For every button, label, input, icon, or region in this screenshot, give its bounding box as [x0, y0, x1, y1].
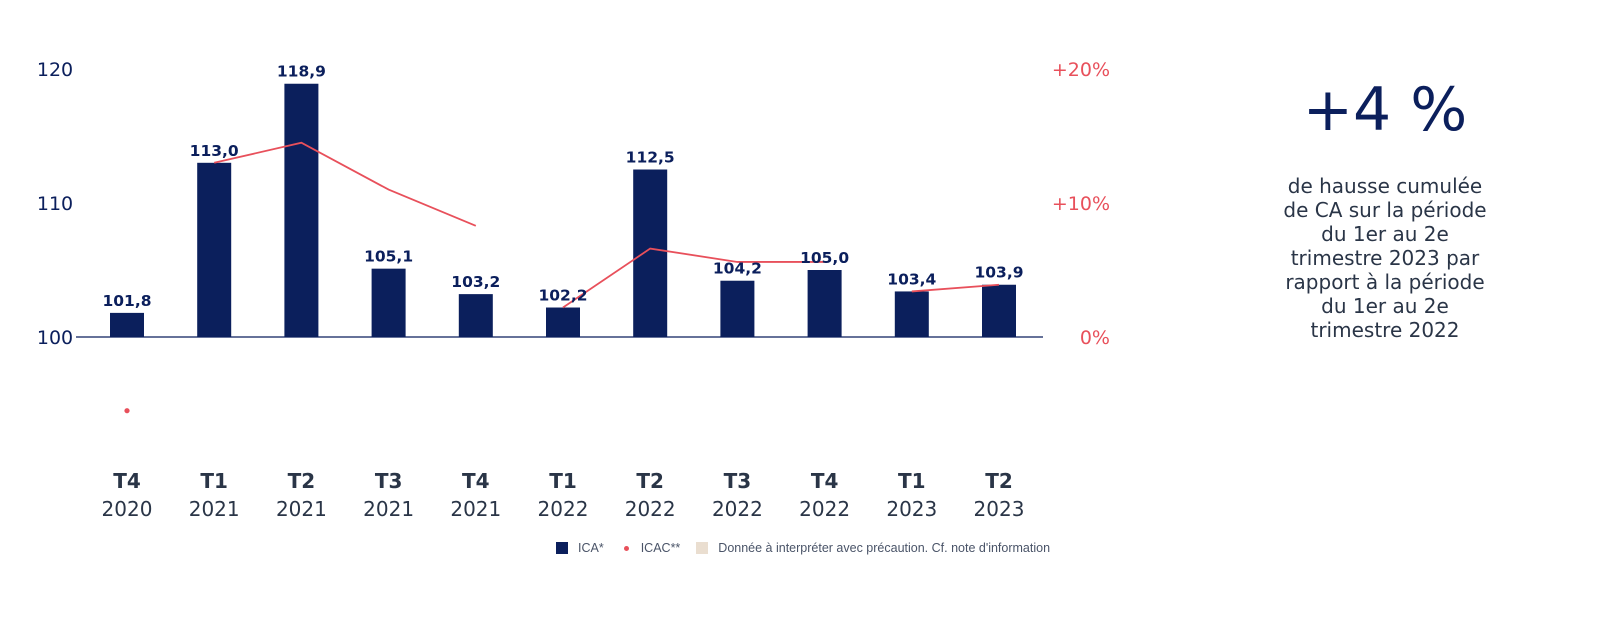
chart: 100 110 120 0% +10% +20% 101,8 113,0 118,9 105,1 1… [37, 59, 1110, 521]
data-label: 103,9 [974, 264, 1023, 282]
x-tick-label-year: 2021 [450, 497, 501, 521]
legend-swatch-icac [623, 545, 629, 551]
bar [197, 162, 232, 337]
data-label: 103,2 [451, 273, 500, 291]
x-tick-label-quarter: T2 [636, 469, 664, 493]
x-tick-label-year: 2022 [538, 497, 589, 521]
y-left-tick-label: 120 [37, 59, 73, 81]
x-tick-label-year: 2021 [363, 497, 414, 521]
legend-label-caution: Donnée à interpréter avec précaution. Cf… [718, 541, 1051, 555]
x-tick-label-quarter: T4 [462, 469, 490, 493]
legend-swatch-caution [696, 542, 709, 554]
x-tick-label-quarter: T2 [288, 469, 316, 493]
legend-item-ica: ICA* [556, 541, 604, 555]
x-tick-label-year: 2022 [712, 497, 763, 521]
x-tick-label-quarter: T3 [375, 469, 403, 493]
x-tick-label-year: 2023 [974, 497, 1025, 521]
data-label: 105,0 [800, 249, 849, 267]
legend: ICA* ICAC** Donnée à interpréter avec pr… [556, 541, 1066, 555]
y-left-tick-label: 110 [37, 193, 73, 215]
x-tick-label-quarter: T4 [811, 469, 839, 493]
data-label: 118,9 [277, 63, 326, 81]
y-right-tick-label: 0% [1080, 327, 1110, 349]
data-label: 102,2 [538, 287, 587, 305]
y-right-tick-label: +20% [1052, 59, 1110, 81]
legend-item-icac: ICAC** [620, 541, 681, 555]
data-label: 113,0 [190, 142, 239, 160]
line-series-segment [213, 141, 477, 227]
bar [546, 307, 580, 337]
x-tick-label-year: 2022 [625, 497, 676, 521]
bar [807, 270, 842, 337]
x-tick-label-quarter: T1 [200, 469, 228, 493]
bar [371, 268, 406, 337]
data-label: 104,2 [713, 260, 762, 278]
legend-label-icac: ICAC** [640, 541, 681, 555]
bar [458, 294, 493, 337]
x-tick-label-year: 2020 [102, 497, 153, 521]
line-series-segment [562, 247, 825, 309]
legend-label-ica: ICA* [578, 541, 604, 555]
y-left-tick-label: 100 [37, 327, 73, 349]
side-panel: +4 % de hausse cumulée de CA sur la péri… [1240, 70, 1530, 342]
x-tick-label-year: 2023 [886, 497, 937, 521]
data-label: 101,8 [102, 292, 151, 310]
x-tick-label-year: 2021 [276, 497, 327, 521]
x-tick-label-quarter: T3 [724, 469, 752, 493]
bar [284, 83, 319, 338]
x-tick-label-year: 2021 [189, 497, 240, 521]
data-label: 112,5 [626, 149, 675, 167]
x-tick-label-quarter: T2 [985, 469, 1013, 493]
legend-swatch-ica [556, 542, 568, 554]
x-tick-label-quarter: T1 [898, 469, 926, 493]
bar [110, 312, 144, 337]
bar [633, 169, 668, 337]
data-label: 105,1 [364, 248, 413, 266]
headline-description: de hausse cumulée de CA sur la période d… [1283, 174, 1487, 342]
x-tick-label-quarter: T4 [113, 469, 141, 493]
data-label: 103,4 [887, 270, 936, 288]
bar [894, 291, 929, 337]
line-point [124, 408, 130, 414]
y-right-tick-label: +10% [1052, 193, 1110, 215]
line-series-segment [911, 283, 1000, 293]
headline-figure: +4 % [1302, 75, 1468, 145]
bar [720, 280, 755, 337]
x-tick-label-quarter: T1 [549, 469, 577, 493]
legend-item-caution: Donnée à interpréter avec précaution. Cf… [696, 541, 1050, 555]
bar [982, 284, 1016, 337]
x-tick-label-year: 2022 [799, 497, 850, 521]
